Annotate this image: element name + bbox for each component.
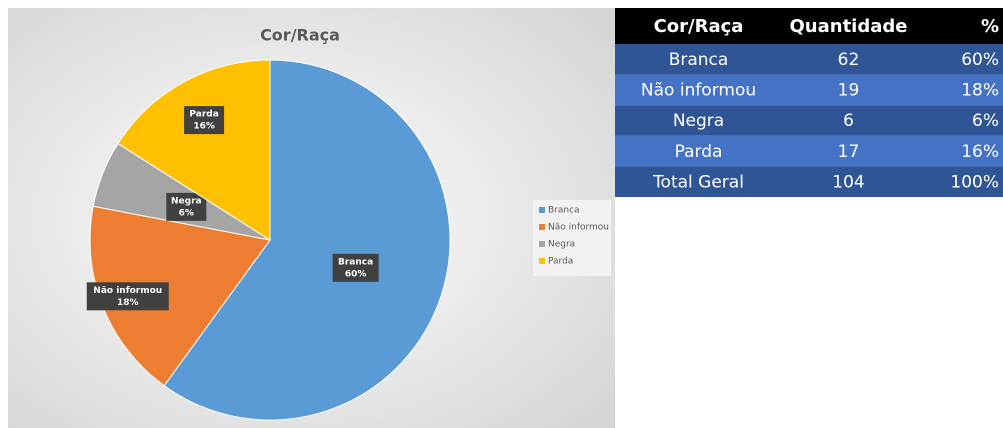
data-label-value: 6% bbox=[179, 208, 194, 218]
legend-label: Branca bbox=[548, 206, 580, 216]
table-cell: Não informou bbox=[641, 81, 756, 101]
legend-box bbox=[533, 200, 611, 276]
pie-slice bbox=[163, 59, 451, 421]
data-label-category: Negra bbox=[171, 196, 202, 206]
pie-slice bbox=[117, 59, 271, 241]
table-cell: 18% bbox=[961, 81, 999, 101]
chart-title: Cor/Raça bbox=[260, 26, 340, 45]
table-header-cell: Quantidade bbox=[790, 16, 908, 37]
table-cell: 6 bbox=[843, 111, 854, 131]
legend-swatch bbox=[539, 258, 545, 264]
legend-swatch bbox=[539, 207, 545, 213]
legend-label: Parda bbox=[548, 257, 573, 267]
legend-label: Negra bbox=[548, 240, 575, 250]
legend-label: Não informou bbox=[548, 223, 609, 233]
legend-swatch bbox=[539, 224, 545, 230]
table-cell: 17 bbox=[838, 142, 860, 162]
table-cell: 62 bbox=[838, 50, 860, 70]
data-label-box bbox=[332, 253, 379, 282]
table-header-cell: % bbox=[981, 16, 999, 37]
data-label-category: Não informou bbox=[93, 286, 162, 296]
table-row-bg bbox=[615, 44, 1003, 75]
table-row-bg bbox=[615, 166, 1003, 197]
table-header-bg bbox=[615, 8, 1003, 44]
table-header-cell: Cor/Raça bbox=[654, 16, 744, 37]
table-cell: 100% bbox=[950, 172, 999, 192]
data-label-value: 16% bbox=[193, 122, 215, 132]
table-cell: 16% bbox=[961, 142, 999, 162]
data-label-category: Branca bbox=[338, 257, 373, 267]
table-row-bg bbox=[615, 135, 1003, 167]
legend-swatch bbox=[539, 241, 545, 247]
data-label-value: 60% bbox=[345, 269, 367, 279]
table-row-bg bbox=[615, 105, 1003, 136]
table-cell: Negra bbox=[673, 111, 724, 131]
table-cell: 104 bbox=[832, 172, 864, 192]
table-cell: 19 bbox=[838, 81, 860, 101]
table-cell: 60% bbox=[961, 50, 999, 70]
data-label-box bbox=[86, 282, 169, 311]
data-label-category: Parda bbox=[189, 110, 218, 120]
table-cell: Total Geral bbox=[652, 172, 744, 192]
data-label-box bbox=[184, 106, 225, 135]
table-cell: Parda bbox=[675, 142, 723, 162]
data-label-box bbox=[166, 192, 207, 221]
data-label-value: 18% bbox=[117, 298, 139, 308]
table-row-bg bbox=[615, 74, 1003, 106]
table-cell: Branca bbox=[669, 50, 729, 70]
table-cell: 6% bbox=[972, 111, 999, 131]
